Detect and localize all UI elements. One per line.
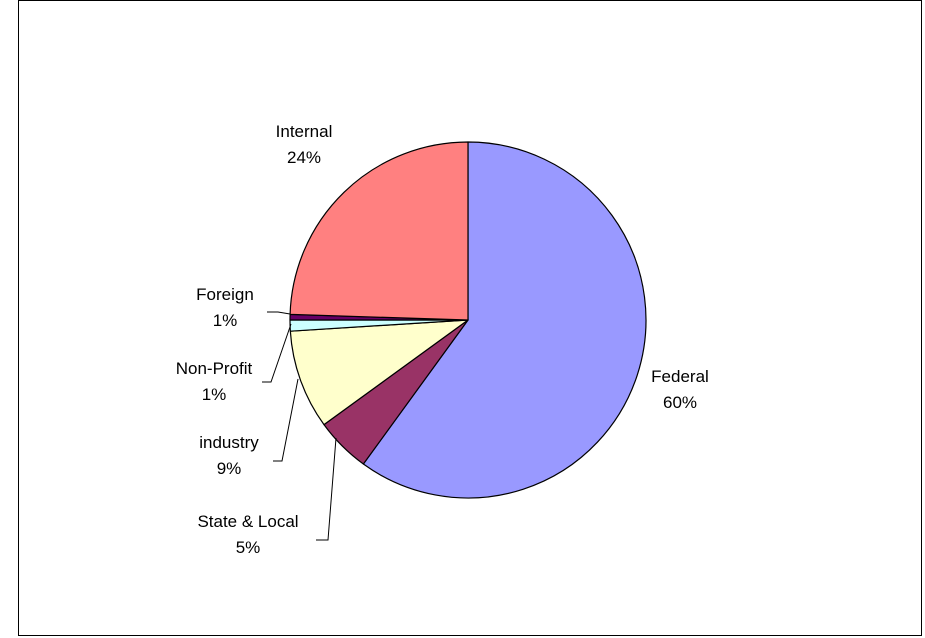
- slice-label: Federal: [651, 367, 709, 386]
- slice-percent-label: 24%: [287, 148, 321, 167]
- slice-label: Non-Profit: [176, 359, 253, 378]
- leader-line: [267, 311, 291, 315]
- leader-lines: [262, 311, 337, 541]
- pie-slice-federal: [362, 141, 647, 499]
- slice-labels: Federal 60% State & Local 5% industry 9% Non-P…: [176, 122, 709, 557]
- leader-line: [316, 437, 337, 541]
- slice-percent-label: 5%: [236, 538, 261, 557]
- slice-percent-label: 60%: [663, 393, 697, 412]
- slice-label: industry: [199, 433, 259, 452]
- slice-percent-label: 1%: [202, 385, 227, 404]
- pie-slices: [289, 141, 647, 499]
- slice-percent-label: 1%: [213, 311, 238, 330]
- leader-line: [262, 323, 292, 383]
- leader-line: [273, 378, 299, 462]
- slice-label: Internal: [276, 122, 333, 141]
- slice-label: State & Local: [197, 512, 298, 531]
- pie-slice-industry: [289, 319, 469, 426]
- pie-slice-internal: [289, 141, 469, 321]
- slice-label: Foreign: [196, 285, 254, 304]
- slice-percent-label: 9%: [217, 459, 242, 478]
